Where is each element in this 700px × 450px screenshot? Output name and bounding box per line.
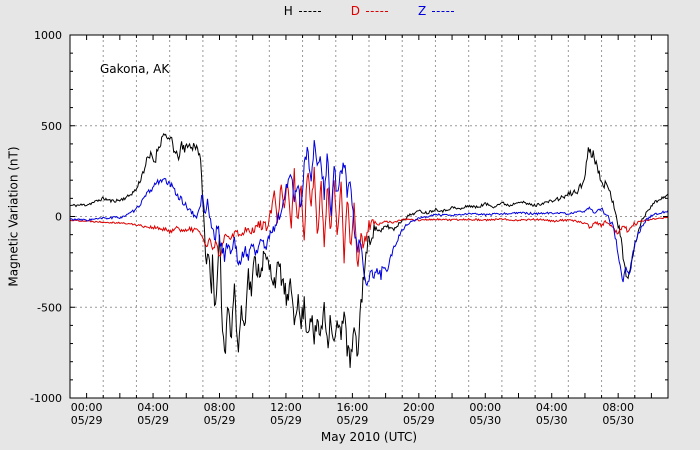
x-axis-label: May 2010 (UTC) xyxy=(320,430,418,444)
station-label: Gakona, AK xyxy=(100,62,170,76)
series-Z-line xyxy=(69,140,669,287)
y-axis-label: Magnetic Variation (nT) xyxy=(6,146,21,287)
y-tick-label: 0 xyxy=(55,211,62,224)
x-tick-time-label: 00:00 xyxy=(71,401,103,414)
x-tick-date-label: 05/29 xyxy=(204,414,236,427)
y-tick-label: 1000 xyxy=(34,29,62,42)
x-tick-date-label: 05/29 xyxy=(270,414,302,427)
x-tick-time-label: 00:00 xyxy=(469,401,501,414)
plot-border xyxy=(69,34,669,399)
x-tick-time-label: 16:00 xyxy=(337,401,369,414)
x-tick-time-label: 04:00 xyxy=(137,401,169,414)
x-tick-date-label: 05/29 xyxy=(137,414,169,427)
x-tick-date-label: 05/29 xyxy=(403,414,435,427)
y-tick-label: -1000 xyxy=(30,392,62,405)
x-tick-date-label: 05/30 xyxy=(602,414,634,427)
x-tick-time-label: 20:00 xyxy=(403,401,435,414)
series-D-line xyxy=(69,166,669,267)
x-tick-date-label: 05/29 xyxy=(337,414,369,427)
x-tick-date-label: 05/30 xyxy=(469,414,501,427)
x-tick-time-label: 08:00 xyxy=(602,401,634,414)
y-tick-label: -500 xyxy=(37,301,62,314)
x-tick-time-label: 12:00 xyxy=(270,401,302,414)
y-tick-label: 500 xyxy=(41,120,62,133)
x-tick-date-label: 05/29 xyxy=(71,414,103,427)
x-tick-date-label: 05/30 xyxy=(536,414,568,427)
series-H-line xyxy=(69,132,669,368)
x-tick-time-label: 08:00 xyxy=(204,401,236,414)
x-tick-time-label: 04:00 xyxy=(536,401,568,414)
